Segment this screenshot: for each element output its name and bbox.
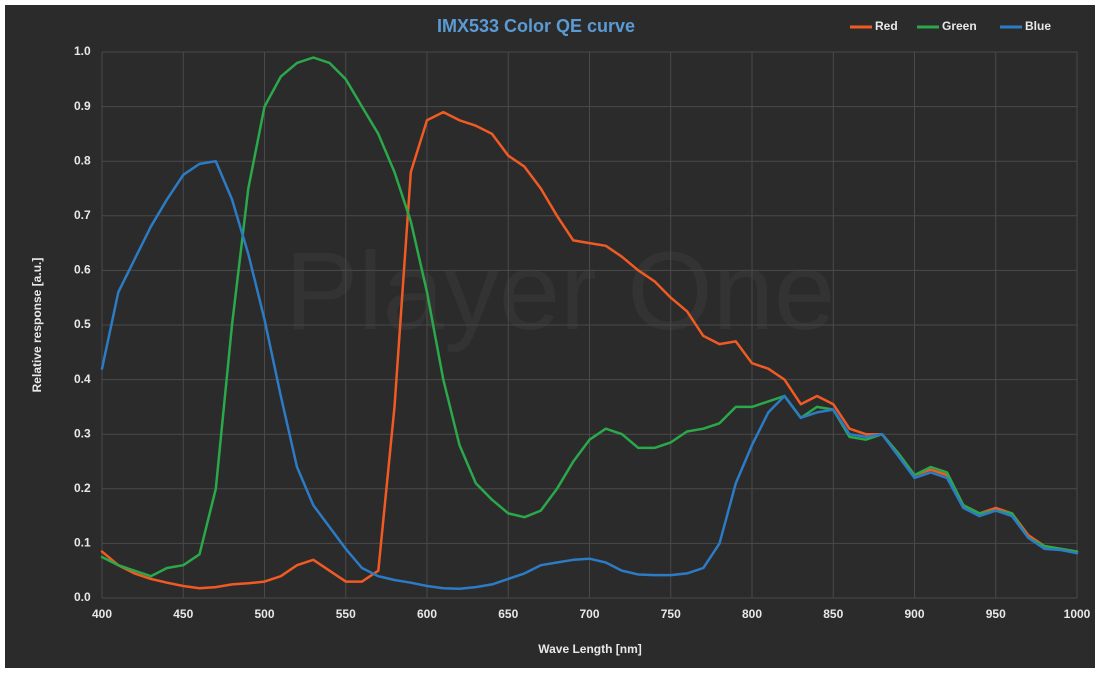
y-tick-label: 0.8 [74, 153, 91, 167]
x-tick-label: 400 [92, 607, 112, 621]
y-tick-label: 1.0 [74, 44, 91, 58]
x-axis-label: Wave Length [nm] [538, 642, 642, 656]
y-tick-label: 0.1 [74, 536, 91, 550]
y-tick-label: 0.6 [74, 263, 91, 277]
y-tick-label: 0.4 [74, 372, 91, 386]
x-tick-label: 450 [173, 607, 193, 621]
x-tick-label: 800 [742, 607, 762, 621]
x-tick-label: 750 [661, 607, 681, 621]
x-tick-label: 600 [417, 607, 437, 621]
x-tick-label: 550 [336, 607, 356, 621]
line-series [100, 159, 1079, 590]
watermark: Player One [285, 230, 835, 353]
x-tick-label: 1000 [1064, 607, 1091, 621]
y-tick-label: 0.5 [74, 317, 91, 331]
x-tick-label: 850 [823, 607, 843, 621]
y-tick-label: 0.3 [74, 426, 91, 440]
legend-label: Red [875, 19, 898, 33]
line-series [100, 56, 1079, 578]
y-axis-label: Relative response [a.u.] [30, 258, 44, 393]
x-tick-label: 500 [254, 607, 274, 621]
y-tick-label: 0.2 [74, 481, 91, 495]
background [5, 5, 1095, 668]
chart-title: IMX533 Color QE curve [437, 16, 635, 36]
x-tick-label: 650 [498, 607, 518, 621]
x-tick-label: 950 [986, 607, 1006, 621]
legend-label: Green [942, 19, 977, 33]
x-tick-label: 900 [904, 607, 924, 621]
y-tick-label: 0.9 [74, 99, 91, 113]
legend-label: Blue [1025, 19, 1051, 33]
x-tick-label: 700 [579, 607, 599, 621]
y-tick-label: 0.7 [74, 208, 91, 222]
y-tick-label: 0.0 [74, 590, 91, 604]
